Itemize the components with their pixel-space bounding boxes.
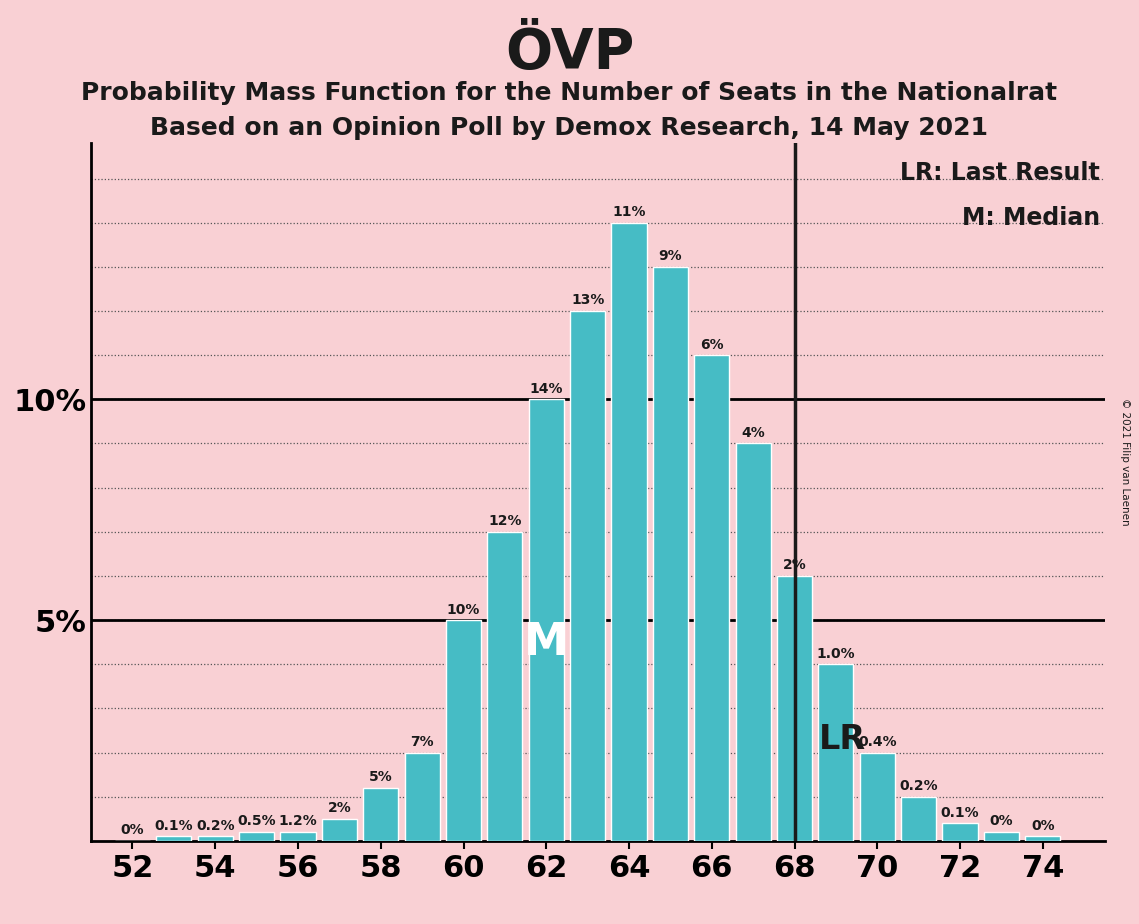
- Bar: [528, 399, 564, 841]
- Bar: [446, 620, 481, 841]
- Text: M: Median: M: Median: [961, 206, 1100, 230]
- Bar: [777, 576, 812, 841]
- Bar: [694, 355, 729, 841]
- Text: 0.2%: 0.2%: [196, 819, 235, 833]
- Text: 2%: 2%: [328, 801, 351, 815]
- Text: 1.0%: 1.0%: [817, 647, 855, 661]
- Bar: [612, 223, 647, 841]
- Text: 0.4%: 0.4%: [858, 735, 896, 749]
- Text: 13%: 13%: [571, 294, 605, 308]
- Bar: [156, 836, 191, 841]
- Text: 1.2%: 1.2%: [279, 814, 318, 829]
- Bar: [818, 664, 853, 841]
- Text: 0%: 0%: [990, 814, 1014, 829]
- Text: ÖVP: ÖVP: [505, 26, 634, 79]
- Text: 10%: 10%: [446, 602, 481, 616]
- Text: LR: Last Result: LR: Last Result: [900, 161, 1100, 185]
- Text: 0%: 0%: [1031, 819, 1055, 833]
- Text: 14%: 14%: [530, 382, 563, 395]
- Bar: [239, 832, 274, 841]
- Text: 2%: 2%: [782, 558, 806, 572]
- Text: 11%: 11%: [613, 205, 646, 219]
- Text: © 2021 Filip van Laenen: © 2021 Filip van Laenen: [1120, 398, 1130, 526]
- Bar: [942, 823, 977, 841]
- Text: Based on an Opinion Poll by Demox Research, 14 May 2021: Based on an Opinion Poll by Demox Resear…: [150, 116, 989, 140]
- Bar: [198, 836, 232, 841]
- Text: 0.1%: 0.1%: [941, 806, 980, 820]
- Text: 5%: 5%: [369, 771, 393, 784]
- Bar: [363, 788, 399, 841]
- Text: 6%: 6%: [700, 337, 723, 352]
- Bar: [653, 267, 688, 841]
- Text: 0%: 0%: [121, 823, 145, 837]
- Text: 0.1%: 0.1%: [155, 819, 194, 833]
- Bar: [1025, 836, 1060, 841]
- Text: 0.2%: 0.2%: [900, 779, 937, 793]
- Text: 12%: 12%: [489, 515, 522, 529]
- Bar: [984, 832, 1019, 841]
- Text: 9%: 9%: [658, 249, 682, 263]
- Text: M: M: [524, 621, 568, 663]
- Bar: [404, 752, 440, 841]
- Bar: [280, 832, 316, 841]
- Bar: [736, 444, 771, 841]
- Bar: [901, 796, 936, 841]
- Bar: [570, 311, 605, 841]
- Bar: [860, 752, 895, 841]
- Text: 7%: 7%: [410, 735, 434, 749]
- Bar: [322, 819, 357, 841]
- Text: LR: LR: [819, 723, 867, 756]
- Text: 4%: 4%: [741, 426, 765, 440]
- Bar: [487, 532, 523, 841]
- Text: Probability Mass Function for the Number of Seats in the Nationalrat: Probability Mass Function for the Number…: [81, 81, 1058, 105]
- Text: 0.5%: 0.5%: [237, 814, 276, 829]
